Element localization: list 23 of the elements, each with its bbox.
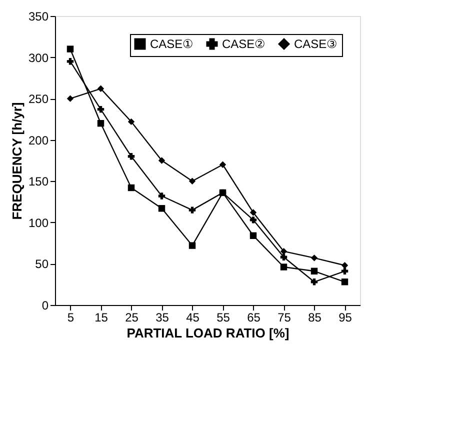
x-tick-label: 35 [156, 310, 170, 324]
x-tick-label: 65 [247, 310, 261, 324]
x-tick-label: 75 [278, 310, 292, 324]
y-tick-label: 300 [28, 50, 49, 65]
y-axis-title: FREQUENCY [h/yr] [9, 102, 24, 220]
y-tick-label: 350 [28, 10, 49, 24]
y-tick-label: 100 [28, 216, 49, 230]
legend-label: CASE③ [294, 37, 338, 51]
x-axis-title: PARTIAL LOAD RATIO [%] [126, 326, 290, 340]
y-tick-label: 150 [28, 174, 49, 189]
legend-label: CASE② [222, 37, 266, 51]
y-tick-label: 50 [35, 257, 49, 272]
x-tick-label: 5 [67, 310, 74, 324]
x-tick-label: 15 [94, 310, 108, 324]
x-tick-label: 45 [186, 310, 200, 324]
x-tick-label: 85 [308, 310, 322, 324]
x-tick-label: 55 [216, 310, 230, 324]
y-tick-label: 250 [28, 92, 49, 106]
legend-label: CASE① [150, 37, 194, 51]
y-tick-label: 0 [42, 298, 49, 312]
x-tick-label: 25 [125, 310, 139, 324]
x-tick-label: 95 [338, 310, 352, 324]
y-tick-label: 200 [28, 133, 49, 148]
